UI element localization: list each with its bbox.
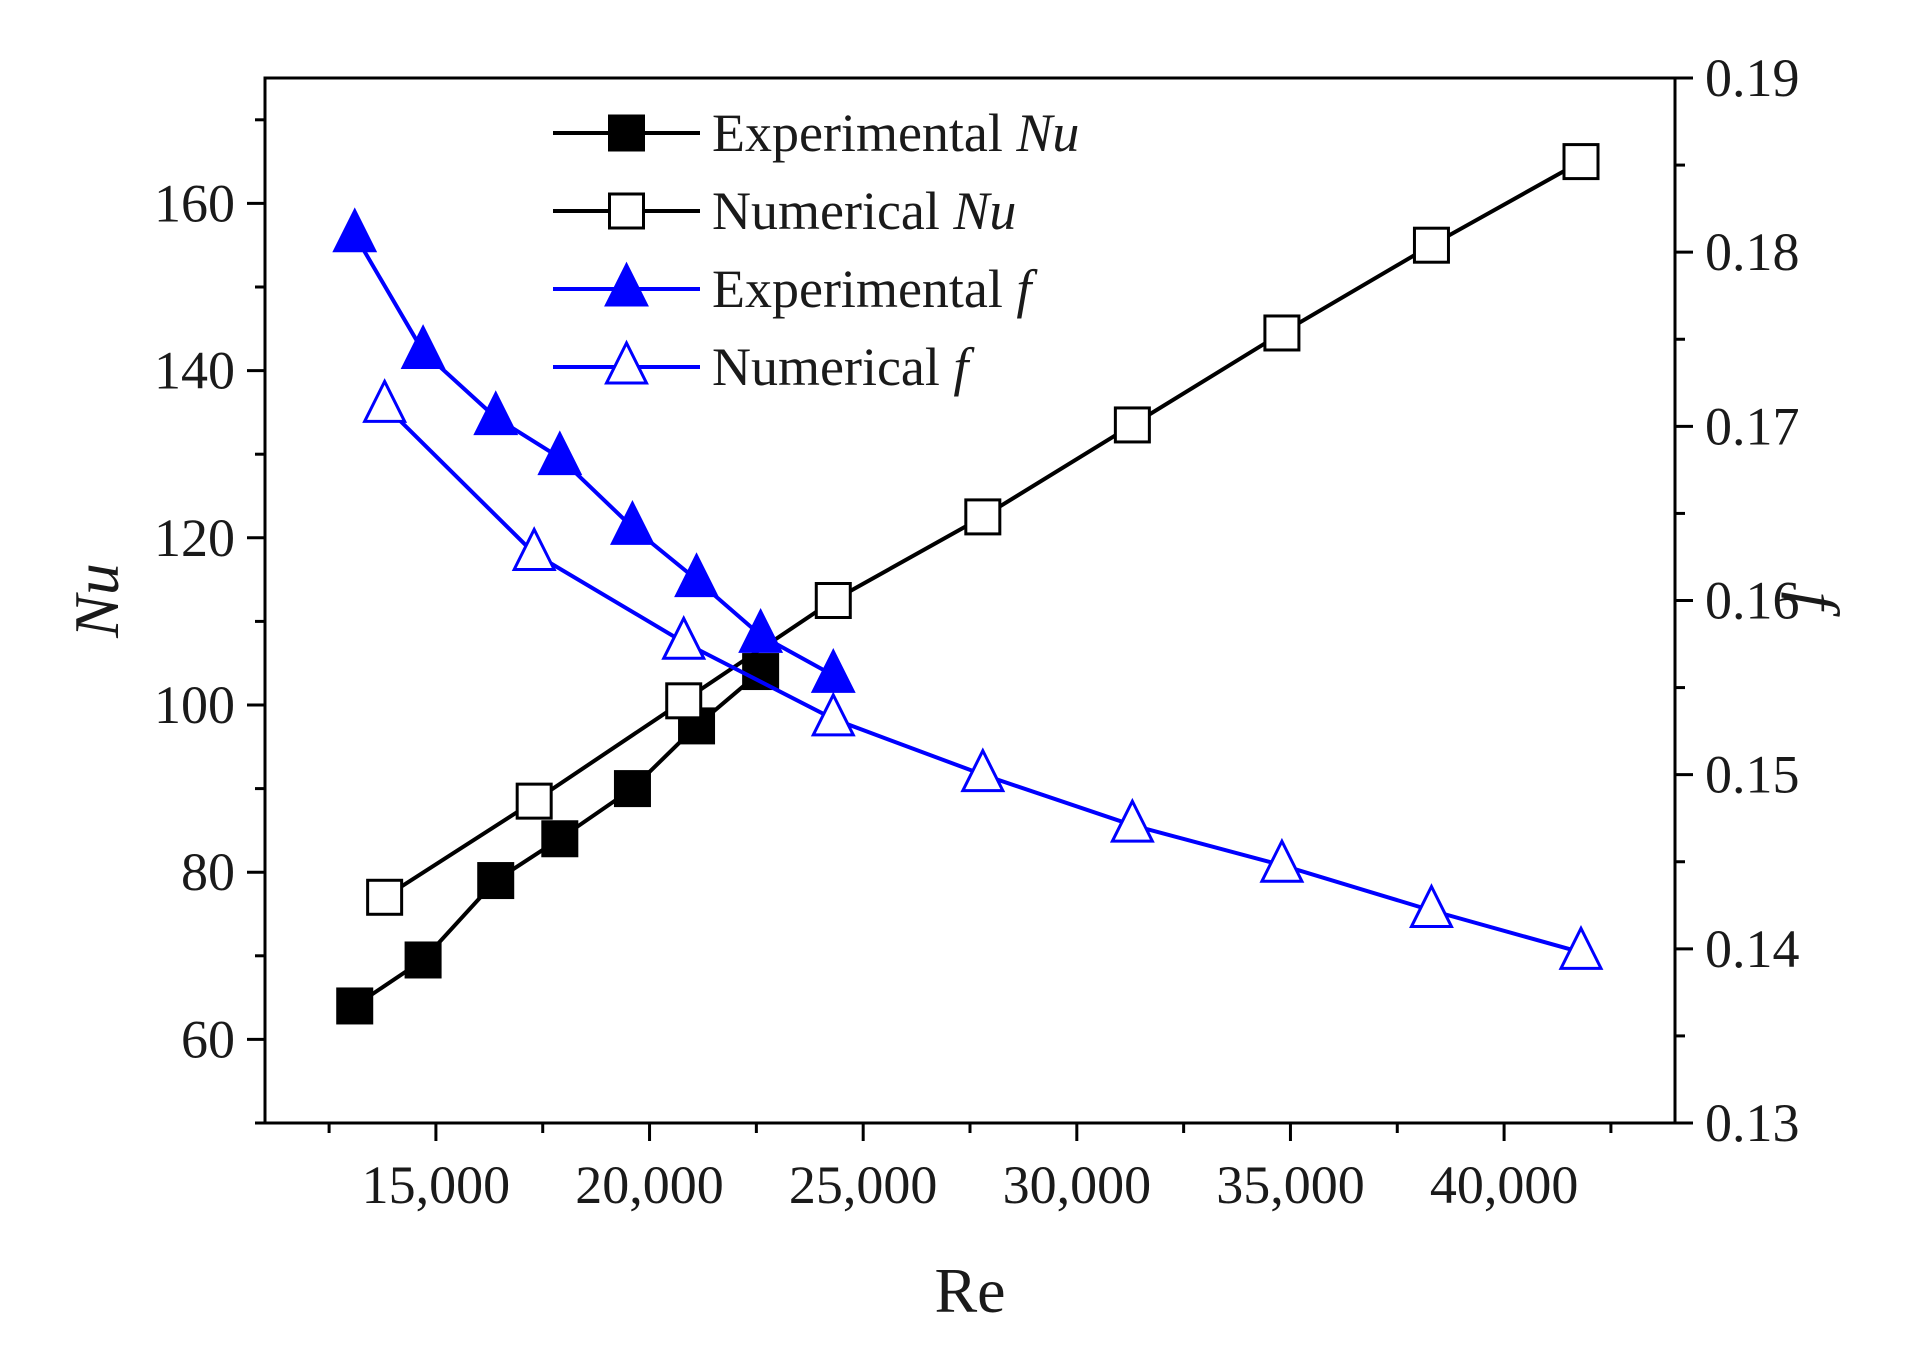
legend-entry: Experimental Nu (553, 103, 1079, 163)
legend-label-variable: f (1016, 259, 1038, 319)
y-right-tick-label: 0.18 (1705, 222, 1800, 282)
data-point (1113, 406, 1151, 444)
data-point (738, 607, 784, 653)
y-left-tick-label: 100 (154, 675, 235, 735)
data-point (362, 378, 408, 423)
legend-label: Experimental f (712, 259, 1038, 319)
y-left-axis-title: Nu (61, 563, 132, 639)
series-numerical-f (362, 378, 1604, 970)
y-right-tick-label: 0.19 (1705, 48, 1800, 108)
legend-label-variable: Nu (952, 181, 1016, 241)
legend-marker (608, 114, 645, 152)
legend-label-text: Experimental (712, 103, 1016, 163)
data-point (1412, 226, 1450, 264)
data-point (541, 820, 579, 858)
series-experimental-nu (336, 653, 780, 1025)
data-point (336, 987, 374, 1025)
y-left-tick-label: 80 (181, 842, 235, 902)
legend-label: Numerical f (712, 337, 975, 397)
legend-label-text: Numerical (712, 337, 953, 397)
y-right-tick-label: 0.14 (1705, 919, 1800, 979)
legend-entry: Numerical f (553, 337, 975, 397)
data-point (610, 499, 655, 545)
y-left-tick-label: 140 (154, 341, 235, 401)
x-tick-label: 20,000 (575, 1155, 724, 1215)
y-right-tick-label: 0.13 (1705, 1093, 1800, 1153)
legend-marker (608, 192, 645, 230)
data-point (613, 770, 651, 808)
y-left-tick-label: 60 (181, 1009, 235, 1069)
data-point (511, 526, 557, 571)
y-left-tick-label: 120 (154, 508, 235, 568)
legend-entry: Experimental f (553, 259, 1038, 319)
legend-label-text: Numerical (712, 181, 953, 241)
data-point (537, 430, 583, 476)
legend-label-variable: Nu (1015, 103, 1079, 163)
data-point (404, 941, 442, 979)
data-point (964, 498, 1002, 536)
legend-entry: Numerical Nu (553, 181, 1016, 241)
x-axis-title: Re (934, 1255, 1005, 1326)
legend-marker (604, 261, 649, 307)
series-numerical-nu (366, 143, 1600, 916)
legend-marker (604, 339, 649, 385)
series-layer (332, 143, 1604, 1025)
data-point (1259, 837, 1305, 883)
data-point (810, 648, 856, 693)
data-point (1109, 797, 1155, 843)
legend-label: Experimental Nu (712, 103, 1079, 163)
series-experimental-f (332, 207, 856, 693)
y-left-tick-label: 160 (154, 173, 235, 233)
x-tick-label: 40,000 (1430, 1155, 1579, 1215)
data-point (1263, 314, 1301, 352)
data-point (515, 782, 553, 820)
data-point (1409, 883, 1454, 929)
x-tick-label: 15,000 (362, 1155, 511, 1215)
data-point (661, 614, 707, 660)
data-point (477, 862, 515, 900)
series-line (383, 404, 1582, 955)
x-tick-label: 35,000 (1216, 1155, 1365, 1215)
data-point (332, 207, 378, 253)
data-point (814, 582, 852, 619)
legend-label: Numerical Nu (712, 181, 1016, 241)
data-point (960, 747, 1006, 793)
data-point (1558, 924, 1604, 970)
y-right-tick-label: 0.16 (1705, 571, 1800, 631)
data-point (473, 390, 519, 436)
data-point (1562, 143, 1600, 181)
legend-label-text: Experimental (712, 259, 1016, 319)
y-right-tick-label: 0.15 (1705, 745, 1800, 805)
data-point (400, 324, 446, 369)
data-point (810, 691, 856, 737)
data-point (665, 682, 703, 720)
x-tick-label: 25,000 (789, 1155, 938, 1215)
data-point (674, 552, 719, 598)
y-right-tick-label: 0.17 (1705, 396, 1800, 456)
x-tick-label: 30,000 (1003, 1155, 1152, 1215)
data-point (366, 878, 404, 916)
axes-layer: 15,000 20,000 25,000 30,000 35,000 40,000 60 80… (61, 48, 1852, 1326)
legend-label-variable: f (953, 337, 975, 397)
